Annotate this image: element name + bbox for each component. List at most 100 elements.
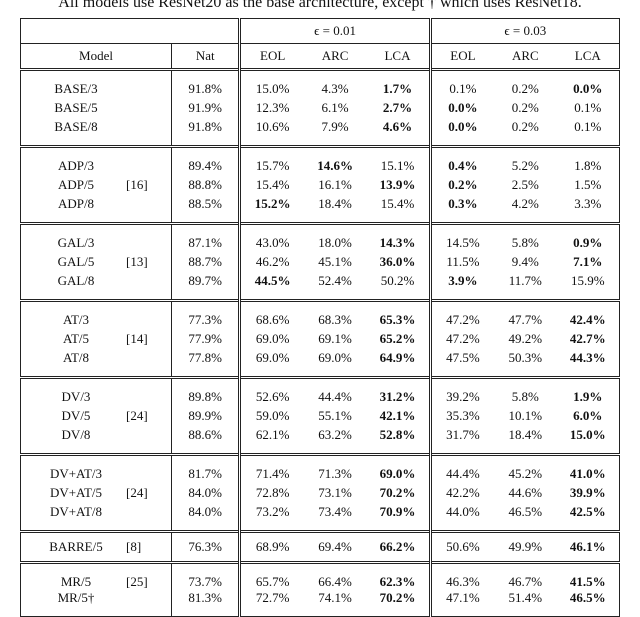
value-cell: 73.4% [304, 504, 366, 532]
citation: [8] [126, 539, 142, 554]
header-row: Model Nat EOL ARC LCA EOL ARC LCA [20, 43, 620, 70]
model-cell: AT/5 [14] [20, 328, 172, 350]
value: 87.1% [188, 235, 223, 250]
value: 91.8% [188, 119, 223, 134]
page: {"caption": "All models use ResNet20 as … [20, 0, 620, 617]
value-cell: 15.4% [366, 196, 432, 224]
model-name: AT/3 [63, 312, 89, 327]
value-cell: 6.0% [557, 405, 620, 427]
value: 18.4% [318, 196, 352, 211]
value: 11.5% [446, 254, 480, 269]
value-cell: 15.4% [240, 174, 304, 196]
value: 65.3% [379, 312, 416, 327]
value: 42.2% [446, 485, 480, 500]
table-row: DV/8 88.6% 62.1% 63.2% 52.8% 31.7% 18.4% 15.0% [20, 427, 620, 455]
value-cell: 16.1% [304, 174, 366, 196]
value: 88.7% [188, 254, 223, 269]
model-name: ADP/3 [57, 158, 95, 173]
value: 18.0% [318, 235, 352, 250]
value: 0.0% [448, 100, 478, 115]
value-cell: 89.7% [171, 273, 242, 301]
value: 15.0% [569, 427, 606, 442]
value-cell: 31.7% [430, 427, 494, 455]
value-cell: 15.1% [366, 145, 432, 174]
value-cell: 45.2% [494, 453, 557, 482]
value: 15.9% [570, 273, 605, 288]
value-cell: 59.0% [240, 405, 304, 427]
value-cell: 46.7% [494, 561, 557, 590]
model-cell: GAL/5 [13] [20, 251, 172, 273]
model-cell: DV+AT/8 [20, 504, 172, 532]
value-cell: 1.8% [556, 145, 620, 174]
value: 81.7% [188, 466, 223, 481]
value-cell: 3.3% [557, 196, 620, 224]
value: 52.6% [255, 389, 290, 404]
value-cell: 0.1% [557, 97, 620, 119]
value-cell: 0.1% [557, 119, 620, 147]
value-cell: 42.4% [556, 299, 620, 328]
model-cell: DV+AT/3 [20, 453, 172, 482]
value: 0.2% [448, 177, 478, 192]
value-cell: 69.4% [303, 530, 367, 563]
value: 2.7% [382, 100, 413, 115]
value: 39.2% [446, 389, 480, 404]
value-cell: 62.3% [366, 561, 432, 590]
model-name: DV+AT/5 [49, 485, 103, 500]
value-cell: 73.1% [304, 482, 366, 504]
value-cell: 1.9% [556, 376, 620, 405]
value-cell: 18.0% [303, 222, 367, 251]
model-name: GAL/8 [57, 273, 95, 288]
value-cell: 77.3% [171, 299, 242, 328]
model-cell: AT/3 [20, 299, 172, 328]
value-cell: 5.8% [494, 376, 557, 405]
value-cell: 0.0% [430, 119, 494, 147]
value: 15.2% [254, 196, 291, 211]
value: 50.2% [380, 273, 415, 288]
value-cell: 10.6% [240, 119, 304, 147]
value-cell: 44.6% [494, 482, 556, 504]
model-name: DV/5 [61, 408, 91, 423]
value: 50.3% [508, 350, 543, 365]
value-cell: 47.1% [430, 590, 494, 617]
value-cell: 91.8% [171, 68, 242, 97]
table-row: ADP/3 89.4% 15.7% 14.6% 15.1% 0.4% 5.2% 1.8% [20, 145, 620, 174]
value-cell: 0.0% [556, 68, 620, 97]
value: 6.1% [321, 100, 349, 115]
value: 77.8% [188, 350, 223, 365]
value: 10.1% [508, 408, 543, 423]
value-cell: 15.2% [240, 196, 304, 224]
value-cell: 52.8% [366, 427, 432, 455]
citation: [24] [126, 485, 148, 500]
model-cell: BASE/5 [20, 97, 172, 119]
value: 70.9% [379, 504, 416, 519]
value-cell: 7.9% [304, 119, 366, 147]
value-cell: 47.5% [430, 350, 494, 378]
value-cell: 50.3% [494, 350, 556, 378]
value: 73.7% [188, 574, 223, 589]
value: 71.3% [318, 466, 352, 481]
value: 14.6% [317, 158, 353, 173]
value: 89.4% [188, 158, 223, 173]
value: 44.0% [446, 504, 480, 519]
table-row: MR/5 [25] 73.7% 65.7% 66.4% 62.3% 46.3% 46.7% 41… [20, 561, 620, 590]
citation: [13] [126, 254, 148, 269]
table-row: DV/3 89.8% 52.6% 44.4% 31.2% 39.2% 5.8% 1.9% [20, 376, 620, 405]
value: 70.2% [379, 590, 416, 605]
value-cell: 69.0% [240, 350, 304, 378]
value: 65.7% [255, 574, 290, 589]
value: 50.6% [446, 539, 480, 554]
value-cell: 1.7% [366, 68, 432, 97]
value-cell: 1.5% [557, 174, 620, 196]
model-cell: AT/8 [20, 350, 172, 378]
model-name: DV+AT/3 [49, 466, 103, 481]
value: 62.3% [379, 574, 416, 589]
value-cell: 18.4% [304, 196, 366, 224]
value: 77.3% [188, 312, 223, 327]
value-cell: 12.3% [240, 97, 304, 119]
value: 76.3% [188, 539, 223, 554]
value-cell: 91.8% [171, 119, 242, 147]
model-cell: ADP/5 [16] [20, 174, 172, 196]
value-cell: 15.9% [557, 273, 620, 301]
value: 46.2% [255, 254, 290, 269]
value: 44.4% [318, 389, 352, 404]
